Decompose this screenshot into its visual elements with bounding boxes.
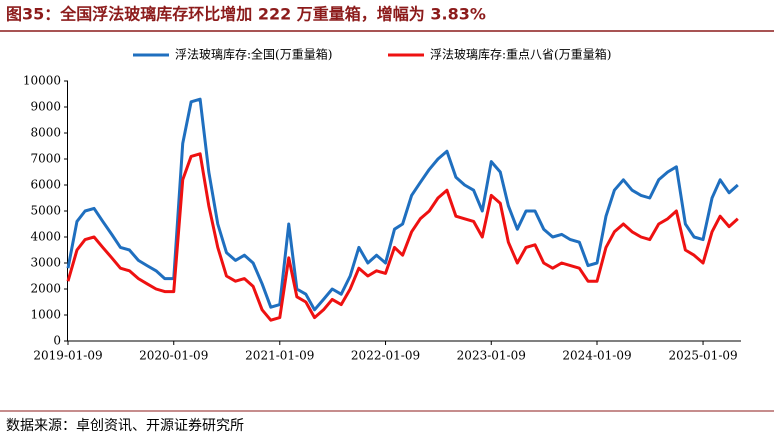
legend-label: 浮法玻璃库存:重点八省(万重量箱) xyxy=(430,47,611,62)
x-tick-label: 2020-01-09 xyxy=(139,349,208,363)
y-tick-label: 2000 xyxy=(30,282,61,296)
y-tick-label: 4000 xyxy=(30,230,61,244)
y-tick-label: 3000 xyxy=(30,256,61,270)
y-tick-label: 10000 xyxy=(23,74,61,88)
x-tick-label: 2021-01-09 xyxy=(245,349,314,363)
x-tick-label: 2023-01-09 xyxy=(457,349,526,363)
y-tick-label: 1000 xyxy=(30,308,61,322)
x-tick-label: 2024-01-09 xyxy=(562,349,631,363)
source: 数据来源：卓创资讯、开源证券研究所 xyxy=(6,418,244,434)
series-line xyxy=(66,97,739,312)
y-tick-label: 7000 xyxy=(30,152,61,166)
y-tick-label: 9000 xyxy=(30,100,61,114)
series-line xyxy=(66,152,739,322)
legend-label: 浮法玻璃库存:全国(万重量箱) xyxy=(175,47,332,62)
y-tick-label: 0 xyxy=(53,334,61,348)
y-tick-label: 6000 xyxy=(30,178,61,192)
x-tick-label: 2022-01-09 xyxy=(351,349,420,363)
x-tick-label: 2025-01-09 xyxy=(668,349,737,363)
y-tick-label: 8000 xyxy=(30,126,61,140)
x-tick-label: 2019-01-09 xyxy=(33,349,102,363)
chart-title: 图35：全国浮法玻璃库存环比增加 222 万重量箱，增幅为 3.83% xyxy=(6,5,486,24)
y-tick-label: 5000 xyxy=(30,204,61,218)
